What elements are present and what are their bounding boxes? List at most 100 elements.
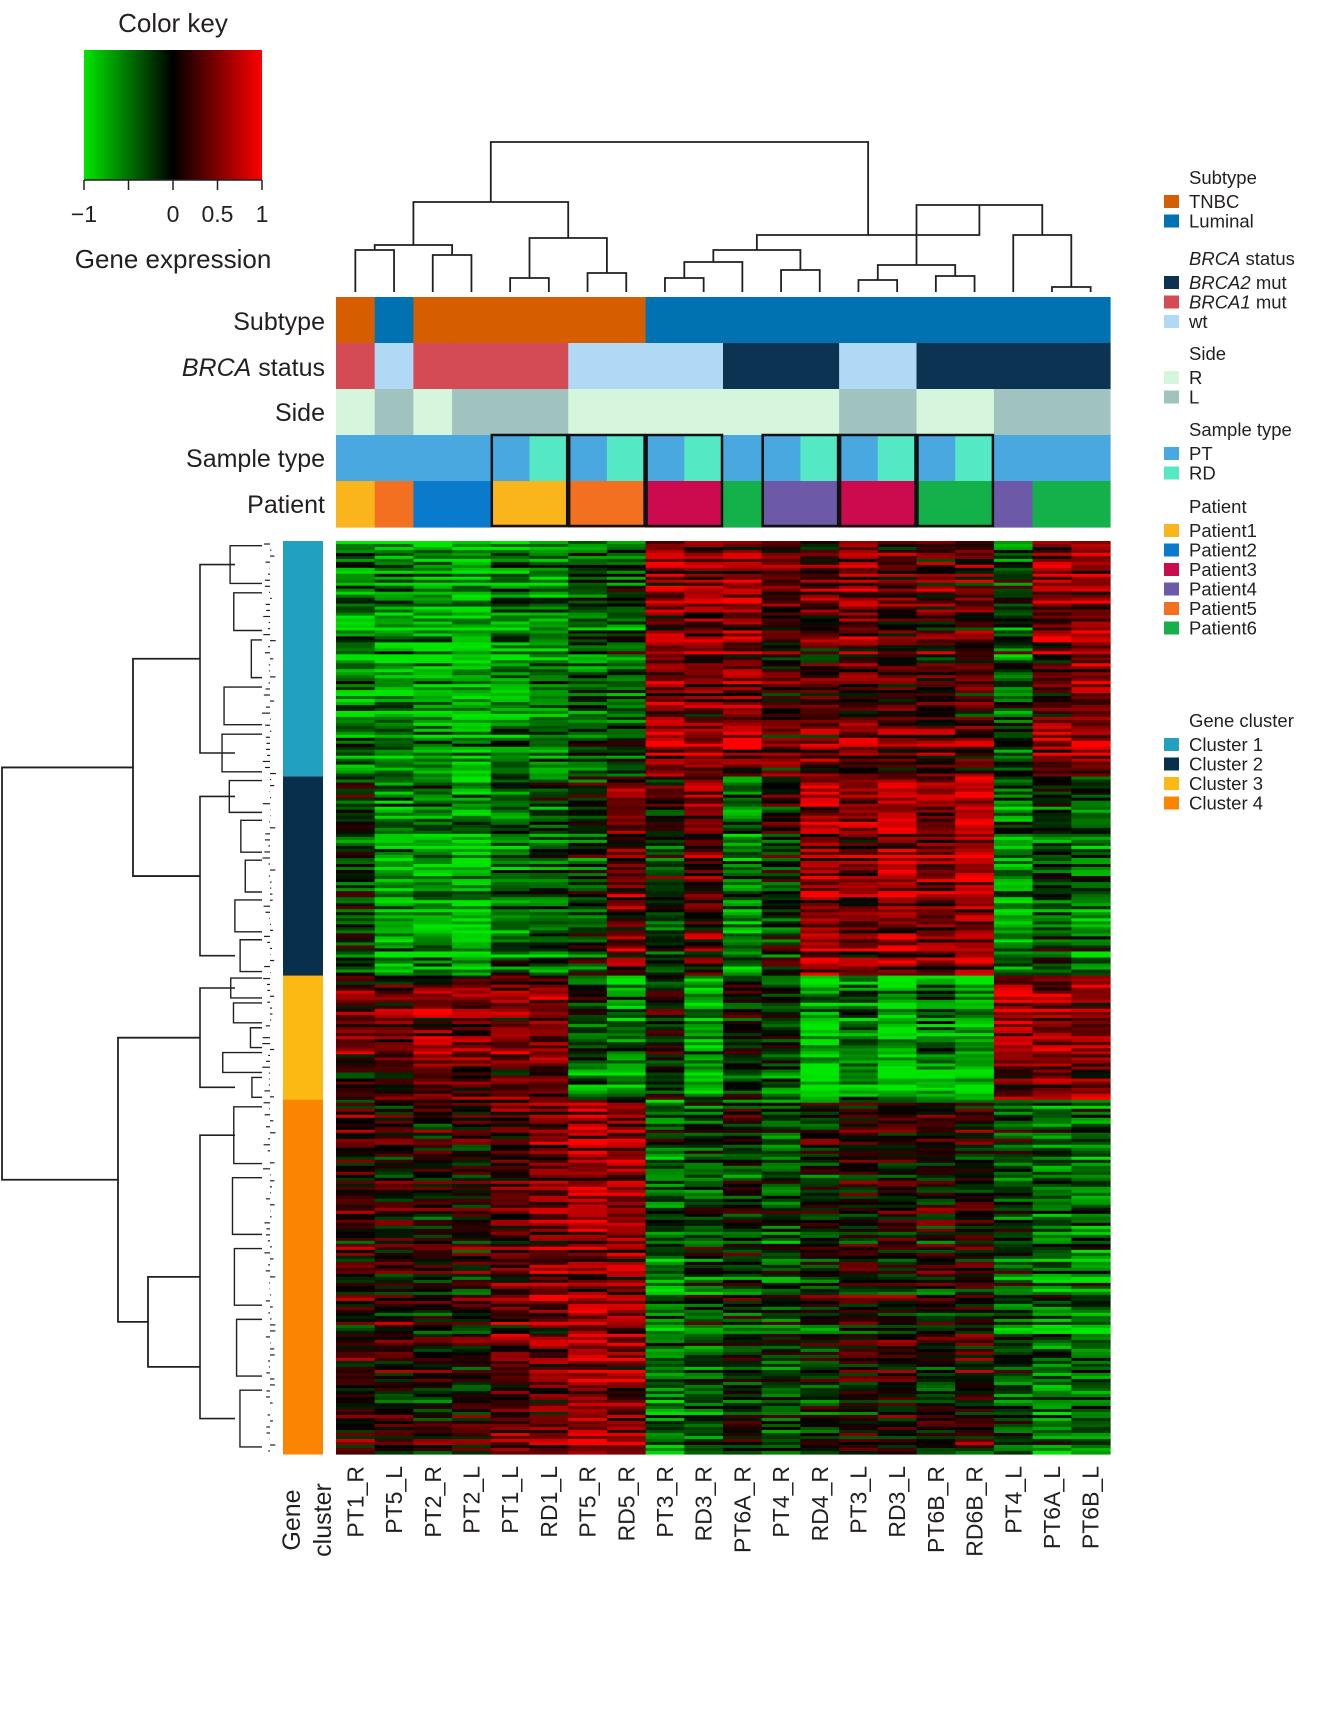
heat-cell: [374, 948, 414, 953]
heat-cell: [800, 900, 840, 904]
heat-cell: [490, 1204, 531, 1209]
heat-cell: [723, 710, 763, 715]
heat-cell: [993, 1108, 1034, 1113]
heat-cell: [568, 975, 608, 980]
heat-cell: [374, 1123, 414, 1128]
heat-cell: [490, 699, 531, 703]
heat-cell: [490, 543, 531, 548]
heat-cell: [568, 936, 608, 940]
heat-cell: [336, 1042, 376, 1046]
heat-cell: [374, 630, 414, 635]
heat-cell: [993, 1162, 1034, 1167]
heat-cell: [336, 812, 376, 817]
heat-cell: [877, 879, 918, 883]
dendrogram-link: [780, 269, 821, 292]
heat-cell: [955, 1234, 995, 1239]
heat-cell: [645, 1017, 685, 1022]
heat-cell: [490, 1126, 531, 1131]
track-cell-patient: [684, 481, 724, 528]
heat-cell: [684, 1030, 724, 1034]
heat-cell: [723, 1105, 763, 1110]
heat-cell: [336, 1189, 376, 1194]
heat-cell: [413, 558, 453, 563]
heat-cell: [839, 1066, 879, 1071]
heat-cell: [723, 693, 763, 697]
heat-cell: [645, 1060, 685, 1065]
heat-cell: [374, 788, 414, 793]
heat-cell: [1071, 1030, 1111, 1034]
heat-cell: [568, 1011, 608, 1016]
dendrogram-link: [240, 819, 262, 853]
heat-cell: [916, 1099, 956, 1104]
heat-cell: [877, 882, 918, 886]
heat-cell: [1032, 876, 1072, 880]
heat-cell: [452, 942, 492, 947]
heat-cell: [955, 561, 995, 566]
heat-cell: [684, 1021, 724, 1025]
heat-cell: [336, 1219, 376, 1224]
heat-cell: [606, 1162, 647, 1167]
heat-cell: [336, 1024, 376, 1028]
heat-cell: [723, 764, 763, 769]
heat-cell: [568, 1014, 608, 1019]
heat-cell: [839, 1087, 879, 1092]
heat-cell: [336, 1081, 376, 1086]
heat-cell: [452, 854, 492, 859]
heat-cell: [761, 672, 801, 676]
heat-cell: [800, 1150, 840, 1155]
heat-cell: [916, 1011, 956, 1016]
heat-cell: [916, 597, 956, 602]
heat-cell: [761, 824, 801, 829]
heat-cell: [723, 1156, 763, 1161]
heat-cell: [1032, 615, 1072, 620]
heat-cell: [955, 642, 995, 646]
heat-cell: [529, 1054, 569, 1058]
heat-cell: [645, 891, 685, 895]
heat-cell: [1071, 894, 1111, 898]
heat-cell: [336, 600, 376, 605]
heat-cell: [645, 981, 685, 986]
heat-cell: [568, 1039, 608, 1043]
heat-cell: [529, 716, 569, 721]
heat-cell: [490, 1159, 531, 1164]
heat-cell: [645, 812, 685, 817]
heat-cell: [1032, 975, 1072, 980]
heat-cell: [568, 693, 608, 697]
heat-cell: [645, 1132, 685, 1137]
heat-cell: [490, 651, 531, 655]
heat-cell: [529, 1072, 569, 1077]
heat-cell: [684, 800, 724, 805]
heat-cell: [684, 1008, 724, 1013]
heat-cell: [529, 606, 569, 611]
heat-cell: [877, 1225, 918, 1230]
heat-cell: [490, 749, 531, 754]
heat-cell: [761, 1228, 801, 1233]
heat-cell: [645, 969, 685, 974]
heat-cell: [723, 546, 763, 551]
heat-cell: [723, 1177, 763, 1182]
heat-cell: [645, 842, 685, 847]
heat-cell: [413, 651, 453, 655]
heat-cell: [529, 1150, 569, 1155]
heat-cell: [723, 1005, 763, 1010]
heat-cell: [684, 897, 724, 901]
heat-cell: [606, 749, 647, 754]
heat-cell: [568, 900, 608, 904]
heat-cell: [413, 567, 453, 572]
heat-cell: [336, 1180, 376, 1185]
heat-cell: [723, 612, 763, 617]
heat-cell: [761, 894, 801, 898]
heat-cell: [645, 1108, 685, 1113]
heat-cell: [374, 1150, 414, 1155]
heat-cell: [606, 915, 647, 919]
heat-cell: [529, 1228, 569, 1233]
heat-cell: [993, 1120, 1034, 1125]
heat-cell: [529, 672, 569, 676]
heat-cell: [606, 651, 647, 655]
heat-cell: [993, 704, 1034, 709]
heat-cell: [452, 728, 492, 733]
heat-cell: [374, 1198, 414, 1203]
heat-cell: [1032, 627, 1072, 632]
heat-cell: [1071, 615, 1111, 620]
heat-cell: [839, 719, 879, 724]
